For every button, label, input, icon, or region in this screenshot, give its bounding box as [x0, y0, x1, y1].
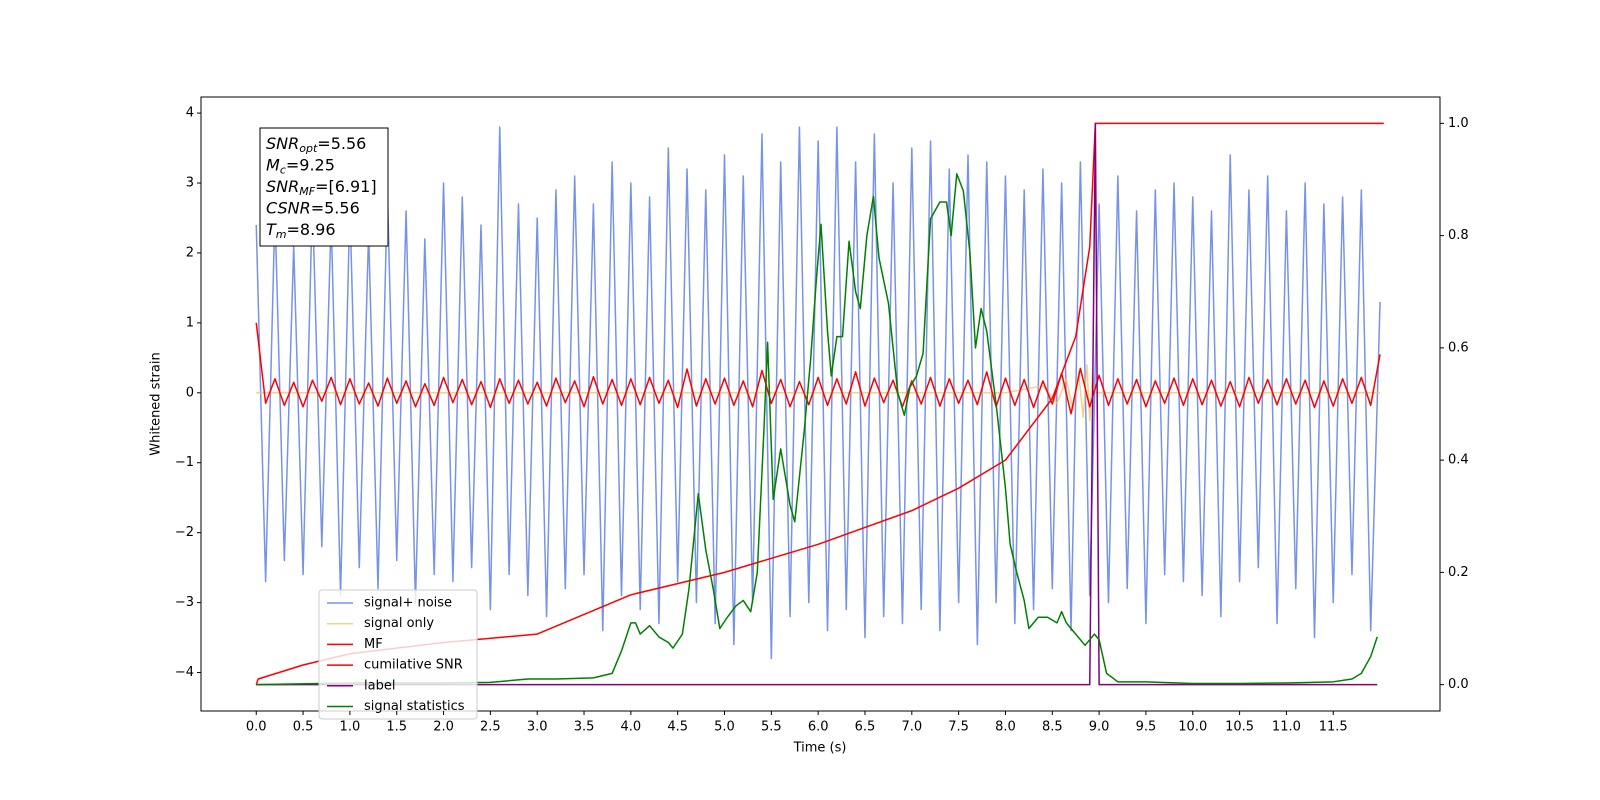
- x-tick-label: 9.0: [1089, 720, 1110, 735]
- subscript: MF: [299, 185, 315, 198]
- x-tick-label: 7.0: [901, 720, 922, 735]
- subscript: m: [276, 228, 287, 241]
- x-tick-label: 8.0: [995, 720, 1016, 735]
- legend: signal+ noise signal only MF cumilative SNR…: [318, 589, 478, 720]
- text-box-line: Mc=9.25: [266, 155, 335, 177]
- y2-tick-label: 0.4: [1448, 453, 1469, 468]
- text-box-line: SNRopt=5.56: [266, 134, 366, 156]
- series-line: [256, 122, 1378, 686]
- x-tick-label: 2.0: [433, 720, 454, 735]
- x-tick-label: 2.5: [480, 720, 501, 735]
- value-text: =5.56: [311, 198, 360, 217]
- text-box-frame: [259, 127, 389, 247]
- y-axis-label: Whitened strain: [149, 352, 164, 455]
- y-tick-label: 3: [186, 176, 194, 191]
- y-tick-label: 1: [186, 315, 194, 330]
- symbol: T: [266, 220, 277, 239]
- x-tick-label: 7.5: [948, 720, 969, 735]
- x-tick-label: 3.5: [574, 720, 595, 735]
- value-text: =5.56: [317, 134, 366, 153]
- y-tick-label: −2: [175, 525, 194, 540]
- text-box-line: CSNR=5.56: [266, 198, 360, 217]
- x-tick-label: 5.0: [714, 720, 735, 735]
- x-tick-label: 11.5: [1319, 720, 1348, 735]
- subscript: c: [280, 164, 286, 177]
- y-tick-label: −3: [175, 595, 194, 610]
- x-tick-label: 8.5: [1042, 720, 1063, 735]
- legend-label: signal+ noise: [364, 596, 452, 611]
- legend-frame: [318, 589, 478, 720]
- legend-label: MF: [364, 637, 383, 652]
- symbol: SNR: [266, 134, 299, 153]
- y-tick-label: −1: [175, 455, 194, 470]
- symbol: SNR: [266, 177, 299, 196]
- subscript: opt: [299, 142, 318, 155]
- y2-tick-label: 0.0: [1448, 677, 1469, 692]
- x-tick-label: 10.5: [1225, 720, 1254, 735]
- series-line: [255, 126, 1381, 660]
- y-tick-label: 4: [186, 106, 194, 121]
- series-line: [256, 364, 1381, 422]
- legend-label: signal statistics: [364, 699, 465, 714]
- x-tick-label: 1.0: [340, 720, 361, 735]
- x-tick-label: 4.0: [621, 720, 642, 735]
- x-tick-label: 5.5: [761, 720, 782, 735]
- legend-label: label: [364, 678, 395, 693]
- x-tick-label: 4.5: [667, 720, 688, 735]
- y2-tick-label: 0.6: [1448, 340, 1469, 355]
- axes-frame: [200, 96, 1441, 712]
- x-tick-label: 1.5: [386, 720, 407, 735]
- symbol: M: [266, 155, 280, 174]
- y-tick-label: 0: [186, 385, 194, 400]
- symbol: CSNR: [266, 198, 311, 217]
- value-text: =[6.91]: [315, 177, 377, 196]
- x-tick-label: 10.0: [1178, 720, 1207, 735]
- y2-tick-label: 1.0: [1448, 116, 1469, 131]
- x-tick-label: 6.5: [855, 720, 876, 735]
- text-box-line: SNRMF=[6.91]: [266, 177, 377, 199]
- text-box: SNRopt=5.56Mc=9.25SNRMF=[6.91]CSNR=5.56T…: [259, 127, 389, 247]
- x-axis-label: Time (s): [793, 741, 847, 756]
- value-text: =9.25: [286, 155, 335, 174]
- x-tick-label: 11.0: [1272, 720, 1301, 735]
- series-line: [255, 322, 1381, 415]
- text-box-line: Tm=8.96: [266, 220, 336, 242]
- y-tick-label: −4: [175, 665, 194, 680]
- y2-tick-label: 0.8: [1448, 228, 1469, 243]
- x-tick-label: 6.0: [808, 720, 829, 735]
- value-text: =8.96: [287, 220, 336, 239]
- legend-label: signal only: [364, 616, 434, 631]
- x-tick-label: 0.5: [293, 720, 314, 735]
- x-tick-label: 3.0: [527, 720, 548, 735]
- series-line: [256, 173, 1378, 686]
- x-tick-label: 0.0: [246, 720, 267, 735]
- y2-tick-label: 0.2: [1448, 565, 1469, 580]
- y-tick-label: 2: [186, 245, 194, 260]
- legend-label: cumilative SNR: [364, 658, 463, 673]
- x-tick-label: 9.5: [1136, 720, 1157, 735]
